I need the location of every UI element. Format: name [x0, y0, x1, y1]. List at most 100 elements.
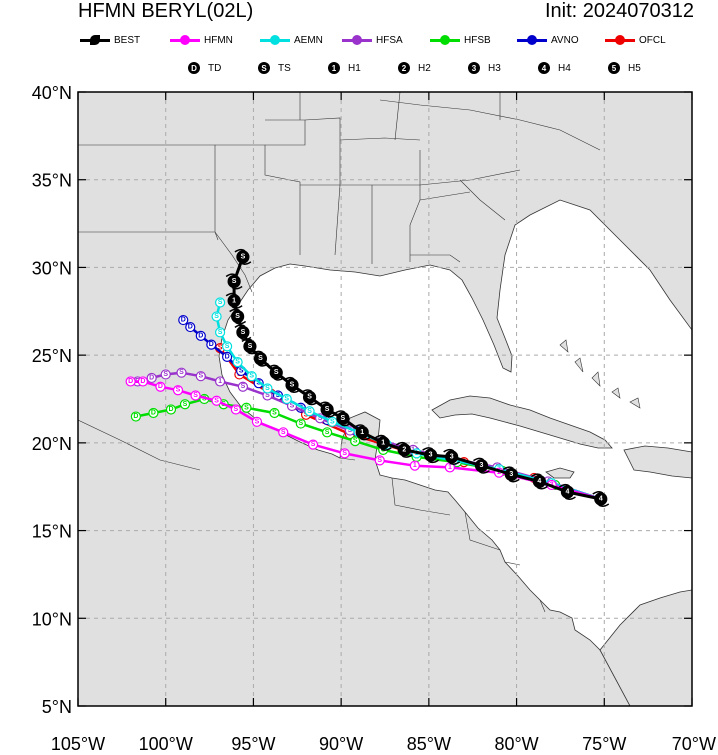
y-tick-label: 20°N: [32, 434, 72, 454]
y-tick-label: 25°N: [32, 346, 72, 366]
legend-label: HFSA: [376, 34, 403, 46]
intensity-code: S: [255, 418, 260, 425]
track-point-marker: [237, 381, 249, 392]
track-point-marker: [594, 492, 608, 506]
track-point: S: [241, 338, 259, 355]
intensity-code: 1: [448, 464, 452, 471]
track-point: S: [211, 395, 222, 406]
track-point: S: [295, 418, 306, 429]
track-point-marker: [232, 357, 243, 368]
y-tick-label: 15°N: [32, 522, 72, 542]
model-legend: BEST HFMN AEMN HFSA HFSB AVNO OFCL: [80, 30, 710, 50]
intensity-code: S: [348, 427, 353, 434]
intensity-code: S: [307, 394, 312, 401]
legend-swatch: [605, 30, 635, 50]
track-point-marker: [355, 425, 369, 439]
south-america-landmass: [599, 589, 692, 706]
intensity-legend: D TD S TS 1 H1 2 H2 3 H3 4 H4 5 H5: [188, 58, 641, 78]
track-point-marker: [178, 314, 189, 326]
intensity-code: S: [193, 392, 198, 399]
track-point: 1: [374, 434, 392, 451]
storm-tracks: 4421SSSSS44321SSSSSSSSSDDD443211SSSSSSDD…: [125, 248, 610, 508]
track-point: S: [334, 410, 352, 427]
bahamas-islands: [559, 339, 641, 409]
track-point: D: [125, 376, 136, 387]
intensity-code: S: [307, 408, 312, 415]
track-point-marker: [155, 381, 166, 392]
intensity-code: 1: [381, 439, 385, 446]
track-point-marker: [130, 411, 141, 422]
track-point-marker: [278, 427, 289, 438]
x-tick-label: 95°W: [231, 734, 275, 754]
track-point-marker: [560, 485, 575, 499]
track-point-marker: [231, 309, 245, 324]
track-point: S: [190, 390, 201, 401]
intensity-code: 3: [429, 452, 433, 459]
map-frame: [77, 91, 693, 707]
track-point: S: [232, 357, 243, 368]
y-tick-label: 30°N: [32, 258, 72, 278]
intensity-code: S: [218, 329, 223, 336]
track-point: S: [339, 448, 350, 459]
track-point: S: [230, 404, 241, 415]
intensity-code: S: [244, 404, 249, 411]
y-tick-label: 5°N: [42, 697, 72, 717]
track-point: 4: [559, 483, 576, 500]
track-point-marker: [304, 406, 315, 417]
track-point-marker: [227, 274, 241, 289]
track-point: 1: [214, 376, 226, 387]
intensity-code: 3: [480, 462, 484, 469]
intensity-code: 1: [218, 378, 222, 385]
track-point: S: [374, 455, 385, 466]
intensity-code: D: [133, 413, 138, 420]
init-time-label: Init: 2024070312: [544, 0, 694, 22]
intensity-code: D: [158, 383, 163, 390]
intensity-code: S: [274, 369, 279, 376]
y-tick-label: 40°N: [32, 83, 72, 103]
track-point: 1: [353, 424, 371, 441]
track-point: S: [307, 439, 319, 450]
track-point: D: [185, 321, 196, 333]
track-point-marker: [211, 311, 222, 322]
jamaica-island: [545, 467, 575, 479]
x-tick-label: 85°W: [407, 734, 451, 754]
intensity-symbol-icon: 4: [538, 62, 550, 74]
track-point-marker: [336, 411, 350, 425]
x-tick-label: 100°W: [139, 734, 193, 754]
track-point: D: [195, 330, 206, 341]
axis-ticks: 105°W 100°W 95°W 90°W 85°W 80°W 75°W 70°W 5°N 10°…: [32, 83, 716, 754]
track-point-marker: [281, 393, 292, 405]
track-point-marker: [504, 467, 518, 482]
track-point-marker: [474, 459, 489, 473]
intensity-label: H4: [558, 62, 571, 74]
track-point-marker: [176, 367, 187, 378]
track-point: S: [267, 364, 285, 381]
track-point: S: [176, 367, 187, 378]
intensity-code: S: [330, 418, 335, 425]
legend-label: OFCL: [639, 34, 666, 46]
intensity-code: D: [149, 374, 154, 381]
track-point: S: [234, 324, 252, 341]
land-layer: [78, 92, 692, 706]
hispaniola-island: [623, 445, 692, 479]
intensity-code: S: [311, 441, 316, 448]
track-point: D: [206, 339, 217, 350]
chart-title: HFMN BERYL(02L): [78, 0, 254, 22]
intensity-code: S: [232, 278, 237, 285]
track-point: S: [241, 402, 252, 413]
track-point: S: [278, 427, 289, 438]
track-point-marker: [230, 404, 241, 415]
intensity-code: S: [235, 359, 240, 366]
track-point-marker: [227, 294, 241, 308]
track-point-marker: [222, 351, 233, 362]
intensity-code: S: [234, 406, 239, 413]
track-point-marker: [397, 443, 411, 457]
intensity-code: S: [218, 299, 223, 306]
track-point: 3: [473, 457, 490, 474]
legend-item-hfsb: HFSB: [430, 30, 491, 50]
track-point: S: [179, 399, 191, 410]
track-point-marker: [206, 339, 217, 350]
intensity-label: TS: [278, 62, 291, 74]
intensity-code: S: [284, 396, 289, 403]
